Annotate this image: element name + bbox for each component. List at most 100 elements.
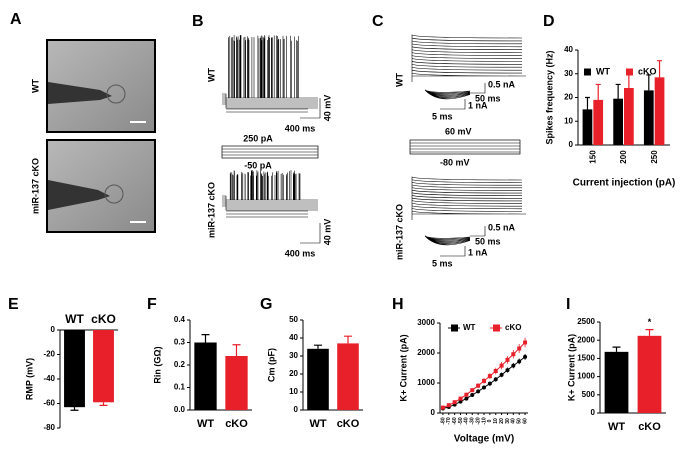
y-tick-label: 0 [569, 140, 574, 149]
y-tick-label: 0 [294, 405, 299, 414]
panel-label: E [8, 296, 19, 313]
y-tick-label: 30 [564, 69, 573, 78]
x-tick-label: cKO [337, 418, 360, 430]
error-bar [344, 335, 352, 344]
bar [637, 335, 662, 413]
point [464, 392, 469, 397]
error-bar [99, 402, 108, 406]
error-bar [232, 344, 241, 356]
y-tick-label: 0.3 [174, 338, 186, 347]
x-tick-label: 200 [619, 150, 628, 164]
x-tick-label: -30 [470, 417, 476, 424]
bar [604, 351, 629, 413]
point [505, 368, 510, 373]
x-tick-label: WT [197, 418, 214, 430]
y-tick-label: 10 [289, 387, 298, 396]
point [523, 354, 528, 359]
point [464, 396, 469, 401]
point [440, 405, 445, 410]
y-tick-label: 20 [564, 93, 573, 102]
legend-swatch [493, 324, 500, 332]
cell [106, 84, 126, 104]
error-bar [657, 60, 663, 78]
legend-label: cKO [638, 66, 657, 76]
scale-label: 40 mV [322, 219, 332, 246]
y-tick-label: 0 [431, 408, 436, 417]
y-tick-label: 1000 [417, 378, 435, 387]
point [487, 381, 492, 386]
error-bar [612, 346, 621, 352]
pipette [48, 180, 110, 210]
row-label: miR-137 cKO [206, 182, 216, 238]
scale-bar [440, 246, 466, 257]
trace [424, 89, 471, 100]
bar [194, 342, 217, 410]
legend-label: cKO [505, 323, 521, 332]
x-tick-label: -40 [464, 417, 470, 424]
row-label: WT [30, 79, 40, 93]
trace-group [411, 176, 526, 246]
y-tick-label: 0.2 [174, 360, 186, 369]
y-tick-label: 1000 [577, 372, 595, 381]
point [511, 363, 516, 368]
x-tick-label: -60 [452, 417, 458, 424]
scale-label: 1 nA [468, 247, 488, 257]
y-tick-label: 40 [289, 333, 298, 342]
scale-label: 0.5 nA [488, 222, 516, 232]
trace [411, 176, 526, 220]
panel-label: G [260, 296, 272, 313]
point [493, 369, 498, 373]
trace [411, 34, 526, 82]
point [482, 385, 486, 390]
protocol [222, 148, 318, 156]
panel-label: H [392, 296, 404, 313]
scale-label: 50 ms [475, 93, 501, 103]
scale-bar [470, 226, 486, 237]
scale-label: 60 mV [445, 126, 472, 136]
error-bar [646, 74, 652, 91]
x-tick-label: cKO [91, 312, 116, 326]
scale-label: 400 ms [285, 248, 316, 258]
trace-group [222, 170, 318, 218]
x-tick-label: -50 [458, 417, 464, 424]
point [493, 377, 498, 382]
x-tick-label: -10 [481, 417, 487, 424]
legend-label: WT [463, 323, 476, 332]
x-tick-label: WT [65, 312, 84, 326]
y-tick-label: 0 [51, 325, 56, 334]
trace [222, 170, 318, 218]
scale-bar [300, 98, 321, 119]
x-tick-label: 10 [493, 418, 499, 424]
error-bar [201, 334, 210, 343]
point [470, 388, 475, 393]
bar [64, 330, 85, 408]
scale-bar [470, 83, 486, 94]
point [517, 359, 522, 364]
x-tick-label: 60 [522, 418, 528, 424]
y-tick-label: -40 [43, 374, 55, 383]
protocol [409, 139, 521, 155]
bar [93, 330, 114, 403]
trace [222, 35, 318, 113]
scale-label: -50 pA [244, 160, 272, 170]
legend-label: WT [596, 66, 610, 76]
legend-swatch [584, 68, 591, 76]
bar [624, 88, 634, 145]
bar [225, 356, 248, 410]
y-axis-label: K+ Current (pA) [398, 334, 408, 401]
point [446, 403, 451, 408]
error-bar [645, 329, 654, 336]
panel-label: A [10, 11, 22, 28]
x-tick-label: 250 [650, 150, 659, 164]
y-tick-label: -20 [43, 350, 55, 359]
error-bar [314, 344, 322, 349]
x-tick-label: 150 [588, 150, 597, 164]
legend-swatch [451, 324, 458, 332]
scale-label: 5 ms [432, 111, 453, 121]
point [487, 374, 492, 379]
panel-label: B [192, 13, 204, 30]
x-tick-label: -20 [475, 417, 481, 424]
point [499, 363, 504, 368]
y-axis-label: Spikes frequency (Hz) [544, 50, 554, 144]
